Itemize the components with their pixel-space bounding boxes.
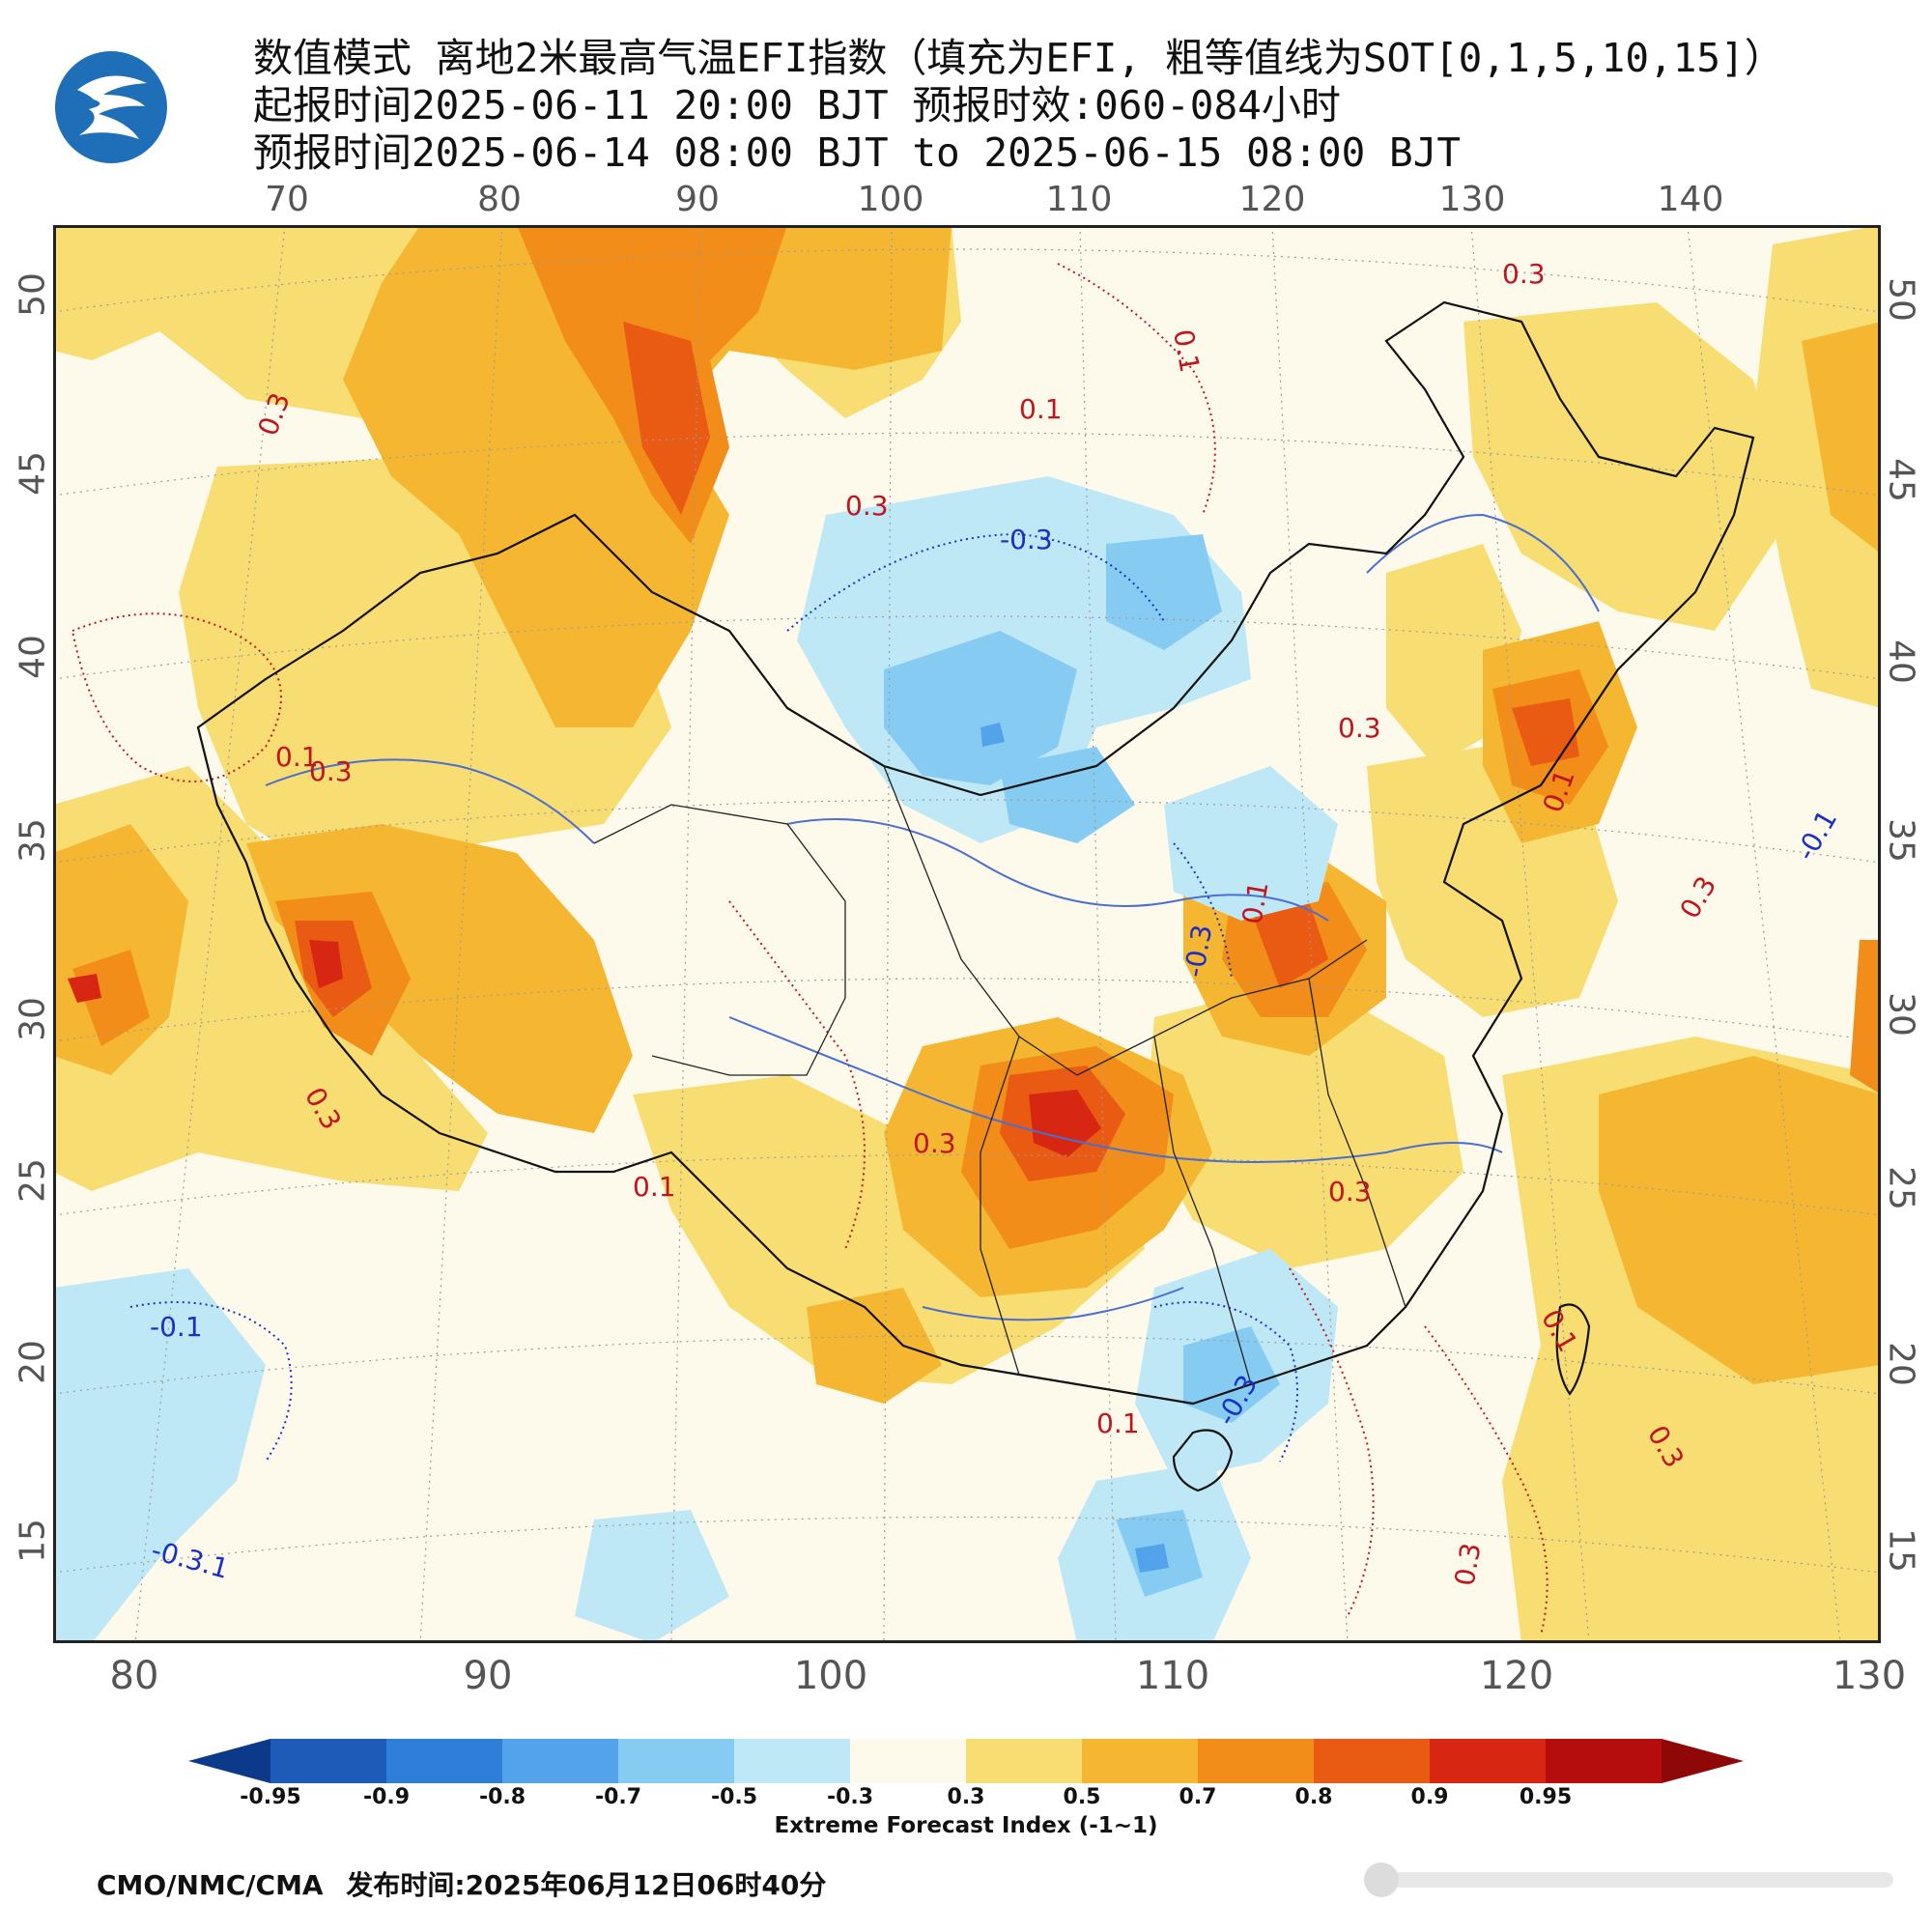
right-tick: 40 — [1881, 639, 1921, 684]
right-tick: 15 — [1881, 1528, 1921, 1573]
colorbar-label: 0.3 — [947, 1785, 985, 1809]
colorbar-segment — [386, 1739, 503, 1783]
colorbar-segment — [502, 1739, 619, 1783]
bottom-tick: 130 — [1832, 1654, 1907, 1698]
bottom-tick: 100 — [793, 1654, 868, 1698]
province-borders — [593, 765, 1406, 1385]
colorbar-label: 0.9 — [1410, 1785, 1449, 1809]
title-line-1: 数值模式 离地2米最高气温EFI指数（填充为EFI, 粗等值线为SOT[0,1,… — [253, 35, 1784, 81]
contour-label: 0.3 — [845, 490, 889, 522]
issuer: CMO/NMC/CMA — [97, 1869, 324, 1901]
right-tick: 20 — [1881, 1342, 1921, 1386]
colorbar-segment — [618, 1739, 735, 1783]
contour-label: 0.3 — [1338, 712, 1381, 744]
left-tick: 50 — [13, 272, 53, 317]
colorbar-segment — [1198, 1739, 1315, 1783]
bottom-tick: 90 — [463, 1654, 513, 1698]
colorbar-label: 0.5 — [1063, 1785, 1101, 1809]
top-tick: 140 — [1657, 180, 1724, 219]
right-tick: 45 — [1881, 458, 1921, 502]
colorbar-label: 0.7 — [1179, 1785, 1217, 1809]
top-tick: 130 — [1438, 180, 1506, 219]
left-tick: 45 — [13, 451, 53, 496]
contour-label: 0.1 — [1019, 393, 1063, 425]
top-tick: 120 — [1238, 180, 1306, 219]
efi-contours-blue — [129, 532, 1298, 1463]
top-tick: 90 — [675, 180, 720, 219]
colorbar-label: -0.9 — [362, 1785, 411, 1809]
contour-label: 0.3 — [309, 755, 353, 787]
colorbar-segment — [1082, 1739, 1199, 1783]
left-tick: 35 — [13, 818, 53, 863]
contour-label: -0.1 — [150, 1311, 203, 1343]
colorbar-label: -0.7 — [594, 1785, 642, 1809]
contour-label: 0.1 — [1096, 1407, 1140, 1439]
efi-contours-red — [71, 263, 1548, 1636]
contour-label: 0.3 — [913, 1127, 956, 1159]
right-tick: 50 — [1881, 277, 1921, 322]
contour-label: -0.3 — [1000, 524, 1053, 555]
colorbar-label: 0.8 — [1294, 1785, 1333, 1809]
colorbar-label: 0.95 — [1519, 1785, 1573, 1809]
colorbar — [188, 1739, 1744, 1783]
title-line-2: 起报时间2025-06-11 20:00 BJT 预报时效:060-084小时 — [253, 82, 1341, 128]
right-tick: 35 — [1881, 818, 1921, 863]
colorbar-label: -0.8 — [478, 1785, 526, 1809]
efi-cool-strong-area — [980, 723, 1169, 1573]
graticule — [53, 225, 1881, 1643]
contour-label: 0.3 — [1502, 258, 1546, 290]
right-tick: 30 — [1881, 992, 1921, 1037]
colorbar-segment — [1546, 1739, 1662, 1783]
watermark-icon — [1364, 1862, 1893, 1897]
right-tick: 25 — [1881, 1166, 1921, 1210]
contour-label: 0.1 — [1167, 327, 1206, 375]
colorbar-segment — [1314, 1739, 1431, 1783]
colorbar-label: -0.95 — [240, 1785, 301, 1809]
colorbar-title: Extreme Forecast Index (-1~1) — [774, 1813, 1158, 1838]
colorbar-high-arrow — [1662, 1739, 1744, 1783]
map-title: 数值模式 离地2米最高气温EFI指数（填充为EFI, 粗等值线为SOT[0,1,… — [253, 35, 1895, 177]
left-tick: 15 — [13, 1519, 53, 1563]
colorbar-low-arrow — [188, 1739, 270, 1783]
top-tick: 110 — [1045, 180, 1113, 219]
bottom-tick: 120 — [1479, 1654, 1554, 1698]
contour-label: 0.1 — [1236, 879, 1274, 927]
top-tick: 80 — [477, 180, 522, 219]
left-tick: 30 — [13, 997, 53, 1041]
contour-label: 0.3 — [1448, 1541, 1487, 1589]
rivers — [265, 513, 1600, 1321]
colorbar-segment — [270, 1739, 387, 1783]
contour-label: 0.1 — [275, 741, 319, 773]
top-tick: 100 — [857, 180, 924, 219]
publish-label: 发布时间: — [346, 1869, 466, 1901]
efi-very-hot-area — [68, 940, 1101, 1157]
publish-time: 2025年06月12日06时40分 — [465, 1869, 827, 1901]
country-borders — [196, 300, 1755, 1492]
colorbar-segment — [850, 1739, 967, 1783]
colorbar-segments — [270, 1739, 1662, 1783]
contour-label: 0.3 — [1328, 1176, 1372, 1208]
colorbar-label: -0.3 — [826, 1785, 874, 1809]
bottom-tick: 110 — [1135, 1654, 1210, 1698]
contour-label: 0.1 — [633, 1171, 676, 1203]
top-tick: 70 — [265, 180, 309, 219]
colorbar-label: -0.5 — [710, 1785, 758, 1809]
bottom-tick: 80 — [109, 1654, 159, 1698]
colorbar-segment — [734, 1739, 851, 1783]
colorbar-segment — [966, 1739, 1083, 1783]
title-line-3: 预报时间2025-06-14 08:00 BJT to 2025-06-15 0… — [253, 129, 1462, 176]
left-tick: 20 — [13, 1340, 53, 1384]
cma-logo-icon — [55, 51, 167, 163]
left-tick: 25 — [13, 1158, 53, 1203]
colorbar-segment — [1430, 1739, 1547, 1783]
footer: CMO/NMC/CMA 发布时间:2025年06月12日06时40分 — [97, 1864, 826, 1903]
left-tick: 40 — [13, 635, 53, 679]
efi-map: 0.3 0.1 0.3 0.1 0.3 -0.3 0.1 0.3 0.3 0.1… — [53, 225, 1881, 1643]
